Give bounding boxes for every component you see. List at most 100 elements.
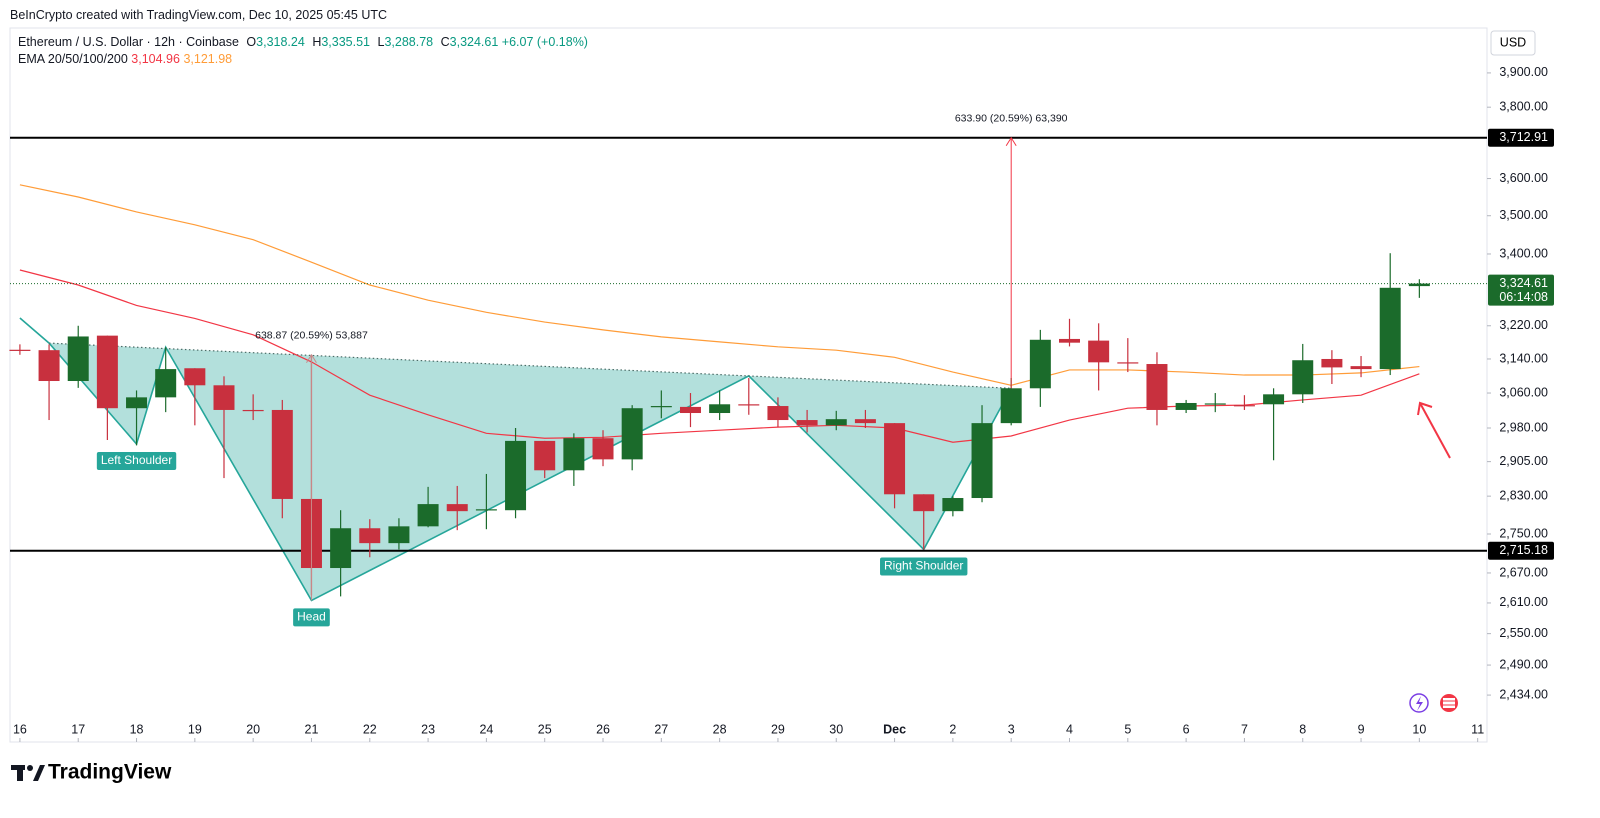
pattern-label: Left Shoulder bbox=[101, 453, 172, 467]
candle-body bbox=[942, 498, 964, 512]
candle-body bbox=[184, 368, 206, 386]
currency: USD bbox=[1500, 35, 1526, 49]
candle-body bbox=[621, 408, 643, 460]
candle-body bbox=[242, 409, 264, 412]
pattern-zigzag bbox=[19, 317, 1012, 602]
level-label: 2,715.18 bbox=[1499, 543, 1548, 557]
x-tick-label: 16 bbox=[13, 722, 27, 736]
candle-body bbox=[271, 409, 293, 499]
y-tick-label: 2,434.00 bbox=[1499, 687, 1548, 701]
candle-body bbox=[1059, 338, 1080, 343]
ohlc-value: 3,288.78 bbox=[384, 35, 434, 49]
ohlc-value: 3,318.24 bbox=[256, 35, 305, 49]
x-tick-label: 20 bbox=[246, 722, 260, 736]
candle-body bbox=[1233, 405, 1255, 407]
x-tick-label: 22 bbox=[363, 722, 377, 736]
candle-body bbox=[446, 504, 468, 512]
ohlc-key: O bbox=[246, 35, 257, 49]
last-price-label: 3,324.61 bbox=[1499, 276, 1548, 290]
y-tick-label: 3,500.00 bbox=[1499, 208, 1548, 222]
y-tick-label: 2,490.00 bbox=[1499, 657, 1548, 671]
x-tick-label: 30 bbox=[829, 722, 843, 736]
candle-body bbox=[9, 349, 31, 351]
neckline bbox=[49, 342, 1012, 389]
ema-label: EMA 20/50/100/200 bbox=[18, 52, 128, 66]
candle-body bbox=[679, 406, 701, 414]
x-tick-label: 25 bbox=[538, 722, 552, 736]
candle-body bbox=[1408, 283, 1430, 287]
y-tick-label: 2,905.00 bbox=[1499, 454, 1548, 468]
x-tick-label: 6 bbox=[1183, 722, 1190, 736]
x-tick-label: 18 bbox=[130, 722, 144, 736]
candle-body bbox=[563, 438, 585, 471]
candle-body bbox=[1263, 394, 1285, 405]
candle-body bbox=[417, 504, 439, 527]
candle-body bbox=[796, 420, 818, 426]
candle-body bbox=[155, 369, 177, 398]
y-tick-label: 3,800.00 bbox=[1499, 99, 1548, 113]
y-tick-label: 2,830.00 bbox=[1499, 488, 1548, 502]
ohlc-key: L bbox=[377, 35, 385, 49]
candle-body bbox=[913, 494, 935, 512]
candle-body bbox=[534, 440, 556, 471]
x-tick-label: 4 bbox=[1066, 722, 1073, 736]
x-tick-label: 7 bbox=[1241, 722, 1248, 736]
candle-body bbox=[1117, 362, 1139, 364]
candle-body bbox=[1204, 403, 1226, 405]
last-price-box bbox=[1488, 274, 1554, 306]
x-tick-label: 24 bbox=[479, 722, 493, 736]
x-tick-label: 26 bbox=[596, 722, 610, 736]
y-tick-label: 2,670.00 bbox=[1499, 565, 1548, 579]
x-tick-label: 21 bbox=[305, 722, 319, 736]
y-tick-label: 2,750.00 bbox=[1499, 526, 1548, 540]
pattern-label: Head bbox=[297, 610, 326, 624]
level-box bbox=[1488, 128, 1554, 147]
ema-legend: EMA 20/50/100/200 3,104.96 3,121.98 bbox=[18, 52, 232, 66]
candle-body bbox=[67, 336, 89, 382]
x-tick-label: 10 bbox=[1412, 722, 1426, 736]
pattern-label-box bbox=[880, 557, 968, 576]
y-tick-label: 3,220.00 bbox=[1499, 318, 1548, 332]
indicator-icons bbox=[1409, 693, 1458, 713]
annotation-arrow bbox=[1417, 401, 1451, 459]
measure-label: 633.90 (20.59%) 63,390 bbox=[955, 113, 1068, 125]
attribution: BeInCrypto created with TradingView.com,… bbox=[10, 8, 388, 22]
candle-body bbox=[96, 335, 118, 409]
candle-body bbox=[884, 423, 906, 495]
candle-body bbox=[650, 406, 672, 408]
ema-value: 3,121.98 bbox=[183, 52, 233, 66]
candle-body bbox=[1088, 340, 1110, 363]
currency-box[interactable] bbox=[1490, 30, 1536, 56]
pattern-label-box bbox=[96, 452, 177, 471]
y-tick-label: 3,900.00 bbox=[1499, 65, 1548, 79]
level-label: 3,712.91 bbox=[1499, 130, 1548, 144]
y-tick-label: 3,060.00 bbox=[1499, 385, 1548, 399]
plot-layer: 633.90 (20.59%) 63,390 638.87 (20.59%) 53… bbox=[9, 113, 1487, 627]
countdown: 06:14:08 bbox=[1499, 290, 1548, 304]
x-tick-label: 9 bbox=[1358, 722, 1365, 736]
brand-logo bbox=[11, 765, 45, 781]
y-tick-label: 3,400.00 bbox=[1499, 246, 1548, 260]
x-tick-label: 29 bbox=[771, 722, 785, 736]
pattern-label-box bbox=[293, 608, 330, 627]
y-tick-label: 3,600.00 bbox=[1499, 171, 1548, 185]
measure-label: 638.87 (20.59%) 53,887 bbox=[255, 330, 368, 342]
candle-body bbox=[825, 419, 847, 426]
candle-body bbox=[505, 440, 527, 511]
candle-body bbox=[738, 404, 760, 406]
ema-line bbox=[19, 184, 1420, 386]
candle-body bbox=[1175, 402, 1197, 410]
x-tick-label: 5 bbox=[1124, 722, 1131, 736]
candle-body bbox=[1379, 287, 1401, 370]
pattern-fill bbox=[49, 343, 1012, 601]
x-tick-label: 3 bbox=[1008, 722, 1015, 736]
change: +6.07 (+0.18%) bbox=[501, 35, 588, 49]
x-tick-label: 8 bbox=[1299, 722, 1306, 736]
candle-body bbox=[475, 509, 497, 511]
candle-body bbox=[1350, 366, 1372, 370]
level-box bbox=[1488, 541, 1554, 560]
ema-value: 3,104.96 bbox=[131, 52, 180, 66]
x-tick-label: 11 bbox=[1471, 722, 1484, 736]
